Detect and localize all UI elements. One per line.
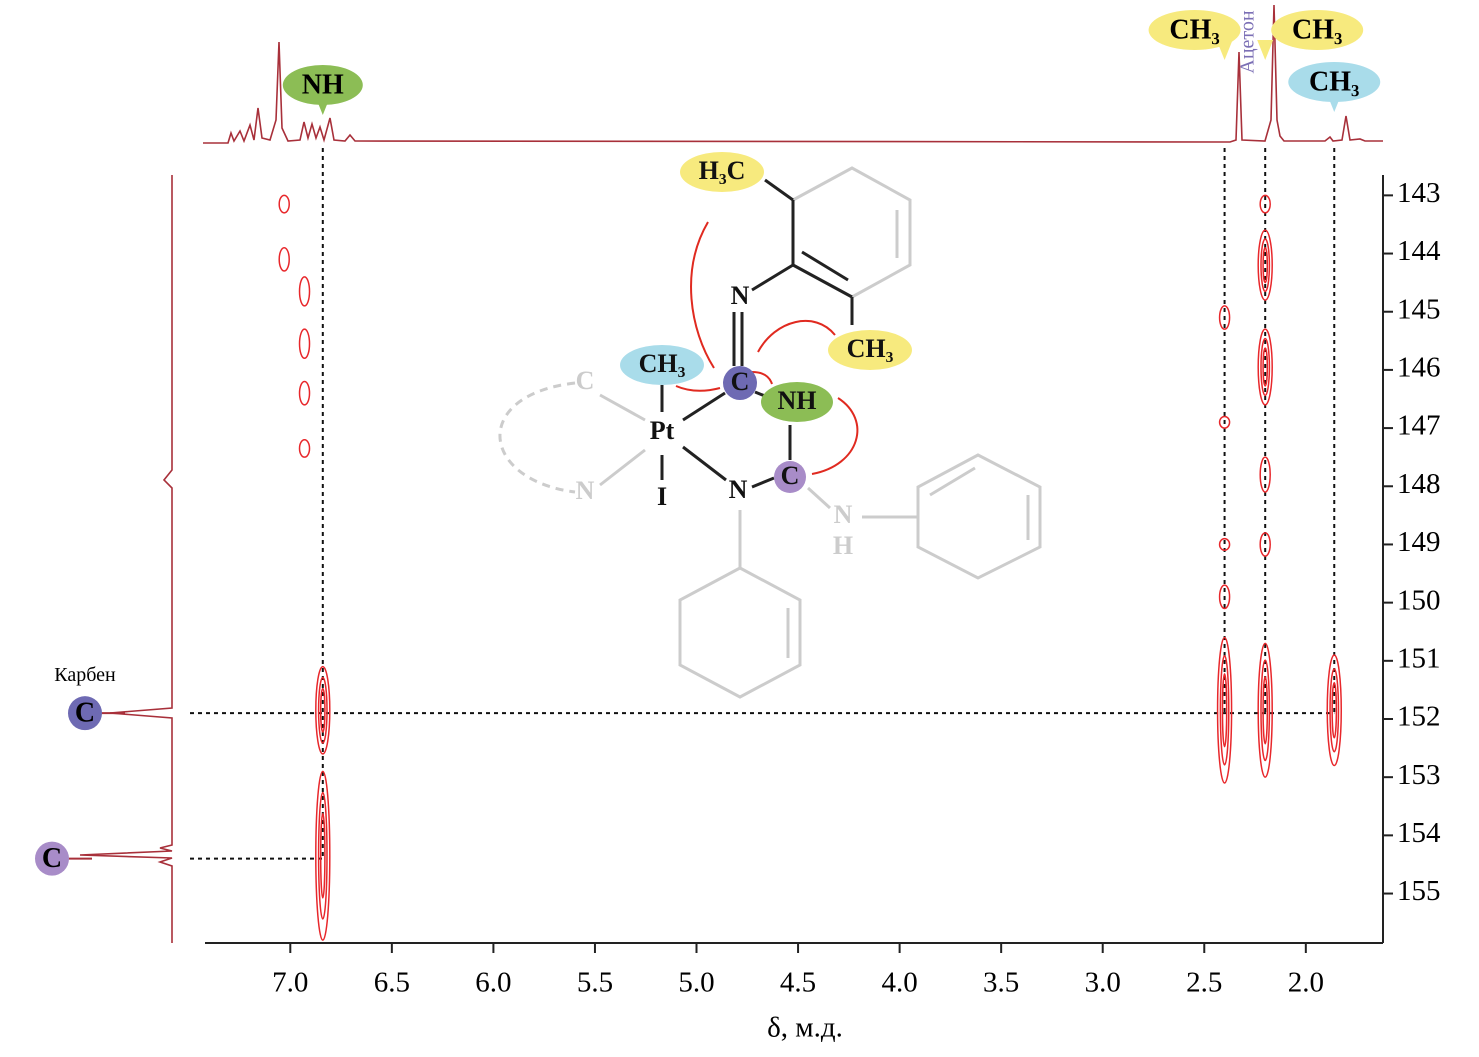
x-tick-label: 4.5 [780, 967, 816, 999]
structure-label: N [834, 500, 853, 529]
peak-label: CH₃ [1292, 14, 1342, 45]
cross-peak-contour [317, 791, 328, 920]
cross-peak [1216, 636, 1233, 784]
cross-peak-contour [1221, 673, 1228, 748]
label-bubble [1148, 10, 1241, 50]
cross-peak [298, 438, 311, 458]
carbon-note: Карбен [54, 664, 116, 686]
y-tick-label: 153 [1397, 759, 1441, 791]
peak-label: CH₃ [1169, 14, 1219, 45]
cross-peak-contour [1262, 347, 1269, 387]
cross-peak [1257, 642, 1273, 778]
cross-peak [278, 194, 290, 214]
cross-peak [1257, 328, 1273, 406]
cross-peak-contour [319, 687, 326, 733]
y-tick-label: 144 [1397, 235, 1441, 267]
cross-peak [298, 276, 311, 307]
left-projection [79, 175, 173, 943]
y-tick-label: 155 [1397, 875, 1441, 907]
structure-label: N [731, 281, 750, 310]
structure-label: Pt [650, 416, 675, 445]
carbon-label: C [42, 843, 62, 874]
x-tick-label: 6.0 [475, 967, 511, 999]
cross-peak-contour [1331, 681, 1338, 739]
y-tick-label: 149 [1397, 526, 1441, 558]
solvent-label: Ацетон [1237, 10, 1259, 74]
structure-label: N [576, 476, 595, 505]
y-tick-label: 152 [1397, 701, 1441, 733]
cross-peak-contour [1260, 238, 1271, 293]
cross-peak [1218, 537, 1231, 552]
x-axis-label: δ, м.д. [767, 1012, 843, 1044]
cross-peak-contour [319, 812, 326, 899]
cross-peak-contour [1262, 676, 1269, 745]
x-tick-label: 7.0 [272, 967, 308, 999]
cross-peak [1218, 415, 1231, 429]
cross-peak-contour [1219, 654, 1230, 766]
cross-peak [1257, 229, 1273, 301]
cross-peak [1259, 194, 1271, 214]
structure-label: N [729, 475, 748, 504]
label-bubble [1288, 62, 1381, 102]
structure-label: NH [778, 386, 817, 415]
label-bubble [1271, 10, 1364, 50]
cross-peak-contour [1260, 337, 1271, 397]
structure-label: H [833, 531, 853, 560]
structure-label: C [781, 461, 800, 490]
structure [498, 152, 1042, 699]
y-tick-label: 151 [1397, 642, 1441, 674]
y-tick-label: 145 [1397, 293, 1441, 325]
cross-peak [298, 380, 311, 406]
structure-label: CH₃ [847, 334, 894, 363]
x-tick-label: 5.0 [678, 967, 714, 999]
top-projection [203, 4, 1383, 144]
x-tick-label: 2.0 [1288, 967, 1324, 999]
cross-peak-contour [1262, 246, 1269, 284]
cross-peak [1218, 305, 1231, 330]
cross-peak [1218, 584, 1231, 610]
cross-peak [315, 770, 331, 941]
cross-peak-contour [1329, 668, 1340, 753]
x-tick-label: 4.0 [881, 967, 917, 999]
x-tick-label: 2.5 [1186, 967, 1222, 999]
cross-peak [298, 328, 311, 360]
structure-label: CH₃ [639, 349, 686, 378]
label-circle [68, 696, 102, 731]
cross-peak-contour [1260, 659, 1271, 762]
label-bubble [282, 65, 363, 105]
peak-label: CH₃ [1309, 66, 1359, 97]
y-tick-label: 154 [1397, 817, 1441, 849]
cross-peak [1259, 456, 1271, 493]
structure-label: H₃C [699, 156, 746, 185]
x-tick-label: 3.0 [1085, 967, 1121, 999]
x-tick-label: 5.5 [577, 967, 613, 999]
label-circle [35, 841, 69, 876]
label-pointer [1257, 40, 1274, 60]
y-tick-label: 143 [1397, 177, 1441, 209]
cross-peak [1326, 654, 1343, 767]
cross-peak [1259, 532, 1271, 557]
structure-label: C [731, 367, 750, 396]
cross-peak [278, 246, 290, 272]
structure-label: I [657, 482, 667, 511]
y-tick-label: 150 [1397, 584, 1441, 616]
structure-label: C [576, 366, 595, 395]
x-tick-label: 3.5 [983, 967, 1019, 999]
x-tick-label: 6.5 [374, 967, 410, 999]
peak-label: NH [302, 69, 344, 100]
cross-peak [315, 665, 331, 755]
y-tick-label: 146 [1397, 352, 1441, 384]
carbon-label: C [75, 698, 95, 729]
y-tick-label: 147 [1397, 410, 1441, 442]
cross-peak-contour [317, 676, 328, 744]
y-tick-label: 148 [1397, 468, 1441, 500]
